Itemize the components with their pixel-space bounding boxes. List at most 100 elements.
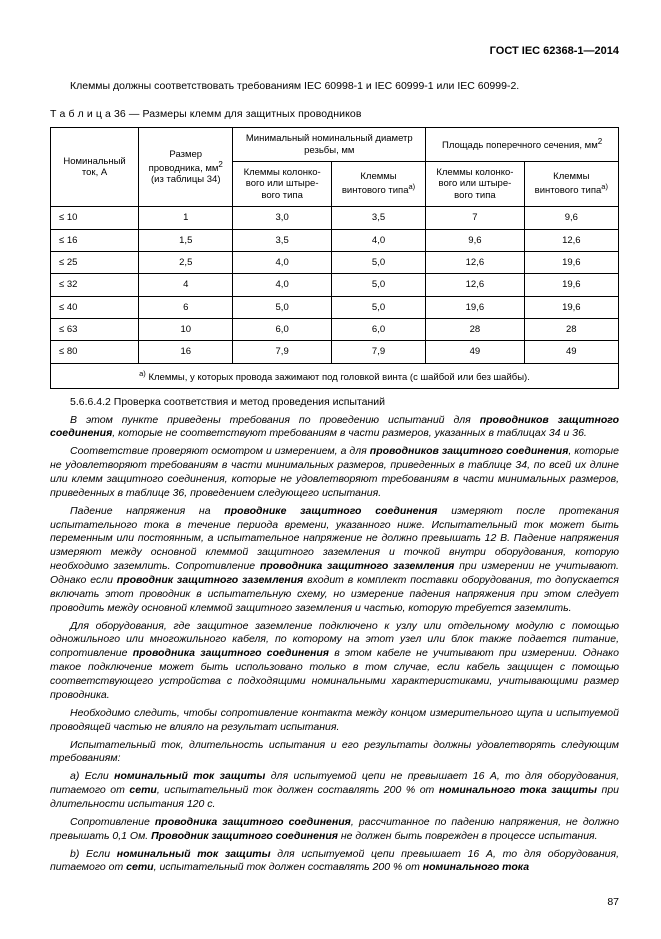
table-cell: 7,9 [233, 341, 331, 363]
table-cell: 6,0 [331, 319, 425, 341]
table-cell: 4 [139, 274, 233, 296]
table-cell: 7 [426, 207, 524, 229]
table-row: ≤ 3244,05,012,619,6 [51, 274, 619, 296]
footnote-text: Клеммы, у которых провода зажимают под г… [146, 372, 530, 383]
sup-a1: a) [408, 182, 415, 191]
table-cell: ≤ 25 [51, 251, 139, 273]
p9d: сети [126, 861, 153, 873]
table-cell: 19,6 [524, 251, 618, 273]
table-cell: ≤ 16 [51, 229, 139, 251]
table-cell: 9,6 [524, 207, 618, 229]
p9f: номинального тока [423, 861, 529, 873]
table-cell: ≤ 32 [51, 274, 139, 296]
p3a: Падение напряжения на [70, 505, 224, 517]
table-cell: 12,6 [426, 274, 524, 296]
p1c: , которые не соответствуют требованиям в… [112, 427, 587, 439]
p7f: номинального тока защиты [439, 784, 597, 796]
table-row: ≤ 1013,03,579,6 [51, 207, 619, 229]
th-size-b: проводника, мм [149, 163, 219, 174]
table-cell: 7,9 [331, 341, 425, 363]
th-size-c: (из таблицы 34) [151, 174, 221, 185]
para-6: Испытательный ток, длительность испытани… [50, 739, 619, 767]
sq-1: 2 [218, 160, 222, 169]
p8a: Сопротивление [70, 816, 155, 828]
table-cell: 12,6 [524, 229, 618, 251]
p9e: , испытательный ток должен составлять 20… [154, 861, 423, 873]
para-4: Для оборудования, где защитное заземлени… [50, 620, 619, 703]
th-sub-4: Клеммы винтового типаa) [524, 161, 618, 206]
th-sub-1: Клеммы колонко-вого или штыре-вого типа [233, 161, 331, 206]
th-conductor-size: Размер проводника, мм2 (из таблицы 34) [139, 128, 233, 207]
table-cell: 19,6 [524, 296, 618, 318]
table-cell: 12,6 [426, 251, 524, 273]
table-cell: 3,5 [233, 229, 331, 251]
para-1: В этом пункте приведены требования по пр… [50, 414, 619, 442]
th-sub2a: Клеммы [360, 171, 396, 182]
th-sub4b: винтового типа [535, 186, 602, 197]
table-cell: 19,6 [426, 296, 524, 318]
th-nominal-current: Номинальный ток, А [51, 128, 139, 207]
table-cell: 28 [524, 319, 618, 341]
footnote-sup: a) [139, 369, 146, 378]
table-cell: 4,0 [233, 274, 331, 296]
p8b: проводника защитного соединения [155, 816, 351, 828]
p3b: проводнике защитного соединения [224, 505, 437, 517]
table-row: ≤ 63106,06,02828 [51, 319, 619, 341]
th-sub4a: Клеммы [553, 171, 589, 182]
table-cell: 28 [426, 319, 524, 341]
th-group-area: Площадь поперечного сечения, мм2 [426, 128, 619, 162]
th-size-a: Размер [169, 149, 202, 160]
p7b: номинальный ток защиты [114, 770, 265, 782]
para-9: b) Если номинальный ток защиты для испыт… [50, 848, 619, 876]
p2a: Соответствие проверяют осмотром и измере… [70, 445, 370, 457]
table-cell: 9,6 [426, 229, 524, 251]
table-cell: 49 [524, 341, 618, 363]
table-cell: 4,0 [331, 229, 425, 251]
table-cell: 6,0 [233, 319, 331, 341]
para-7: a) Если номинальный ток защиты для испыт… [50, 770, 619, 812]
table-row: ≤ 80167,97,94949 [51, 341, 619, 363]
table-cell: 3,0 [233, 207, 331, 229]
table-footnote-row: a) Клеммы, у которых провода зажимают по… [51, 363, 619, 389]
table-cell: 16 [139, 341, 233, 363]
para-3: Падение напряжения на проводнике защитно… [50, 505, 619, 616]
th-sub2b: винтового типа [342, 186, 409, 197]
table-cell: 6 [139, 296, 233, 318]
section-number: 5.6.6.4.2 Проверка соответствия и метод … [50, 395, 619, 409]
table-cell: 1 [139, 207, 233, 229]
table-cell: 5,0 [233, 296, 331, 318]
p3d: проводника защитного заземления [260, 560, 454, 572]
table-cell: 5,0 [331, 251, 425, 273]
terminals-table: Номинальный ток, А Размер проводника, мм… [50, 127, 619, 389]
table-cell: ≤ 10 [51, 207, 139, 229]
p1a: В этом пункте приведены требования по пр… [70, 414, 480, 426]
p8e: не должен быть поврежден в процессе испы… [338, 830, 598, 842]
table-row: ≤ 161,53,54,09,612,6 [51, 229, 619, 251]
table-row: ≤ 252,54,05,012,619,6 [51, 251, 619, 273]
th-sub-3: Клеммы колонко-вого или штыре-вого типа [426, 161, 524, 206]
para-5: Необходимо следить, чтобы сопротивление … [50, 707, 619, 735]
th-sub-2: Клеммы винтового типаa) [331, 161, 425, 206]
p4b: проводника защитного соединения [133, 647, 329, 659]
th-group-diameter: Минимальный номинальный диаметр резьбы, … [233, 128, 426, 162]
table-cell: 49 [426, 341, 524, 363]
table-cell: ≤ 80 [51, 341, 139, 363]
caption-prefix: Т а б л и ц а [50, 108, 111, 120]
table-cell: 3,5 [331, 207, 425, 229]
p9a: b) Если [70, 848, 117, 860]
p7d: сети [129, 784, 156, 796]
p7a: a) Если [70, 770, 114, 782]
sq-2: 2 [598, 137, 602, 146]
doc-header: ГОСТ IEC 62368-1—2014 [50, 44, 619, 59]
table-cell: 1,5 [139, 229, 233, 251]
table-cell: 10 [139, 319, 233, 341]
table-cell: 5,0 [331, 274, 425, 296]
table-cell: 4,0 [233, 251, 331, 273]
intro-text: Клеммы должны соответствовать требования… [50, 79, 619, 93]
para-8: Сопротивление проводника защитного соеди… [50, 816, 619, 844]
sup-a2: a) [601, 182, 608, 191]
table-cell: 19,6 [524, 274, 618, 296]
p7e: , испытательный ток должен составлять 20… [157, 784, 439, 796]
p2b: проводников защитного соединения [370, 445, 569, 457]
table-cell: ≤ 63 [51, 319, 139, 341]
